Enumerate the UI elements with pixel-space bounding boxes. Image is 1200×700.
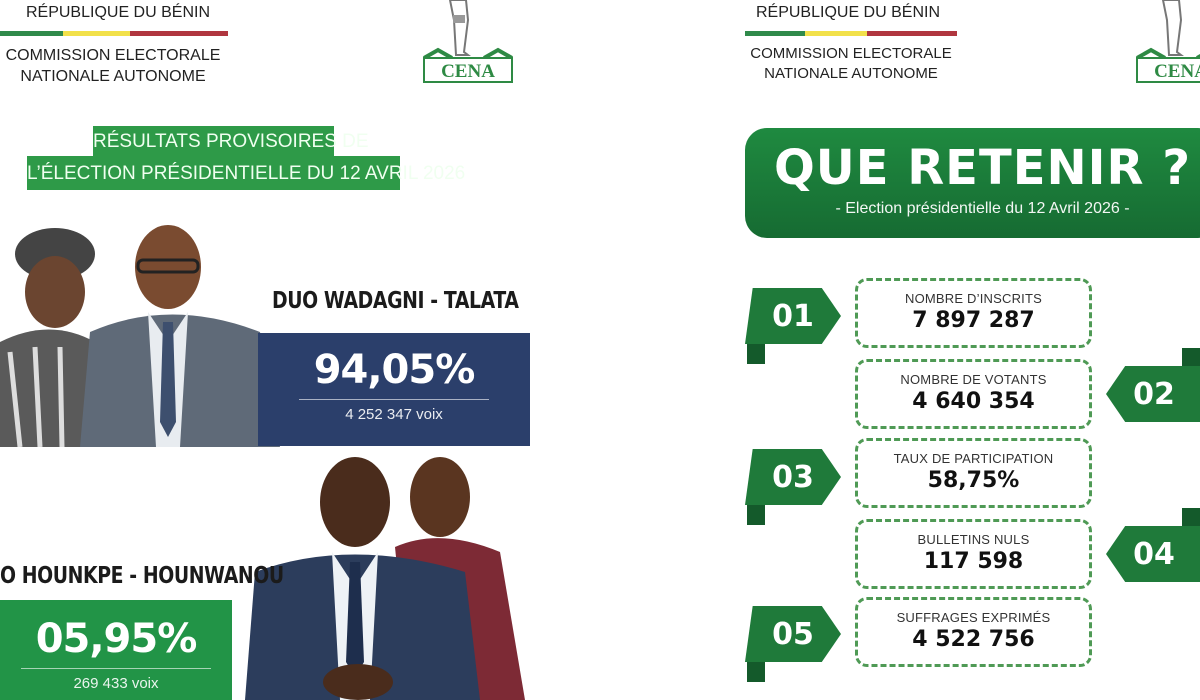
republic-title: RÉPUBLIQUE DU BÉNIN (755, 4, 941, 21)
badge-tail (747, 660, 765, 682)
badge-01: 01 (745, 288, 841, 344)
stat-label: SUFFRAGES EXPRIMÉS (896, 610, 1051, 625)
flag-bar (745, 31, 957, 36)
candidate-1-votes: 4 252 347 voix (345, 406, 443, 423)
candidate-2-percent: 05,95% (35, 616, 198, 662)
stat-label: NOMBRE DE VOTANTS (900, 372, 1047, 387)
stat-votants: NOMBRE DE VOTANTS 4 640 354 (855, 359, 1092, 429)
badge-04: 04 (1106, 526, 1200, 582)
divider (299, 399, 489, 400)
svg-text:CENA: CENA (1154, 61, 1200, 82)
badge-03: 03 (745, 449, 841, 505)
candidate-2-name: O HOUNKPE - HOUNWANOU (0, 563, 284, 589)
que-retenir-subtitle: - Election présidentielle du 12 Avril 20… (835, 200, 1130, 217)
candidate-1-name: DUO WADAGNI - TALATA (272, 288, 519, 314)
stat-suffrages: SUFFRAGES EXPRIMÉS 4 522 756 (855, 597, 1092, 667)
que-retenir-banner: QUE RETENIR ? - Election présidentielle … (745, 128, 1200, 238)
badge-tail (747, 503, 765, 525)
candidate-1-photo (0, 225, 280, 447)
commission-line2: NATIONALE AUTONOME (764, 65, 938, 82)
candidate-2-votes: 269 433 voix (73, 675, 159, 692)
badge-tail (1182, 348, 1200, 370)
stat-participation: TAUX DE PARTICIPATION 58,75% (855, 438, 1092, 508)
que-retenir-title: QUE RETENIR ? (773, 140, 1192, 196)
candidate-2-result: 05,95% 269 433 voix (0, 600, 232, 700)
candidate-1-percent: 94,05% (313, 347, 476, 393)
republic-title: RÉPUBLIQUE DU BÉNIN (25, 4, 211, 21)
cena-logo: CENA (423, 0, 513, 83)
commission-line1: COMMISSION ELECTORALE (750, 45, 952, 62)
divider (21, 668, 211, 669)
stat-label: BULLETINS NULS (917, 532, 1030, 547)
stat-label: TAUX DE PARTICIPATION (893, 451, 1054, 466)
svg-text:CENA: CENA (441, 61, 495, 82)
cena-logo: CENA (1136, 0, 1200, 83)
candidate-2-photo (245, 457, 525, 700)
stat-bulletins-nuls: BULLETINS NULS 117 598 (855, 519, 1092, 589)
stat-value: 4 640 354 (912, 389, 1035, 414)
commission-line2: NATIONALE AUTONOME (20, 68, 206, 85)
badge-05: 05 (745, 606, 841, 662)
stat-value: 7 897 287 (912, 308, 1035, 333)
flag-bar (0, 31, 228, 36)
stat-value: 4 522 756 (912, 627, 1035, 652)
results-title-line1: RÉSULTATS PROVISOIRES DE (93, 126, 369, 158)
badge-02: 02 (1106, 366, 1200, 422)
commission-line1: COMMISSION ELECTORALE (5, 47, 221, 64)
stat-label: NOMBRE D’INSCRITS (904, 291, 1043, 306)
stat-value: 58,75% (927, 468, 1020, 493)
badge-tail (747, 342, 765, 364)
stat-inscrits: NOMBRE D’INSCRITS 7 897 287 (855, 278, 1092, 348)
stat-value: 117 598 (923, 549, 1024, 574)
results-title-line2: L’ÉLECTION PRÉSIDENTIELLE DU 12 AVRIL 20… (27, 156, 465, 190)
candidate-1-result: 94,05% 4 252 347 voix (258, 333, 530, 446)
badge-tail (1182, 508, 1200, 530)
